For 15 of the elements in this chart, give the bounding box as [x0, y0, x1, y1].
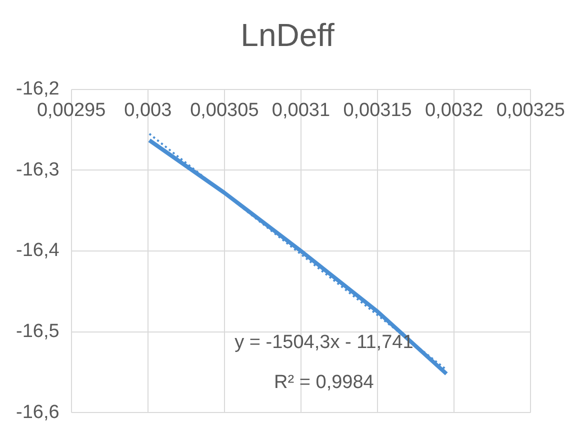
y-tick-label: -16,2	[16, 78, 60, 100]
y-tick-label: -16,5	[16, 321, 60, 342]
x-tick-label: 0,00315	[343, 100, 412, 122]
y-tick-label: -16,6	[16, 402, 60, 423]
annotation: R² = 0,9984	[274, 372, 374, 393]
x-tick-label: 0,0032	[425, 100, 484, 122]
chart-title: LnDeff	[240, 16, 336, 55]
y-tick-label: -16,4	[16, 240, 60, 262]
y-tick-label: -16,3	[16, 159, 60, 180]
x-tick-label: 0,0031	[272, 100, 330, 122]
x-tick-label: 0,00325	[496, 100, 566, 122]
annotation: y = -1504,3x - 11,741	[234, 332, 414, 353]
x-tick-label: 0,003	[124, 100, 172, 122]
x-tick-label: 0,00305	[190, 100, 259, 122]
x-tick-label: 0,00295	[36, 100, 106, 122]
